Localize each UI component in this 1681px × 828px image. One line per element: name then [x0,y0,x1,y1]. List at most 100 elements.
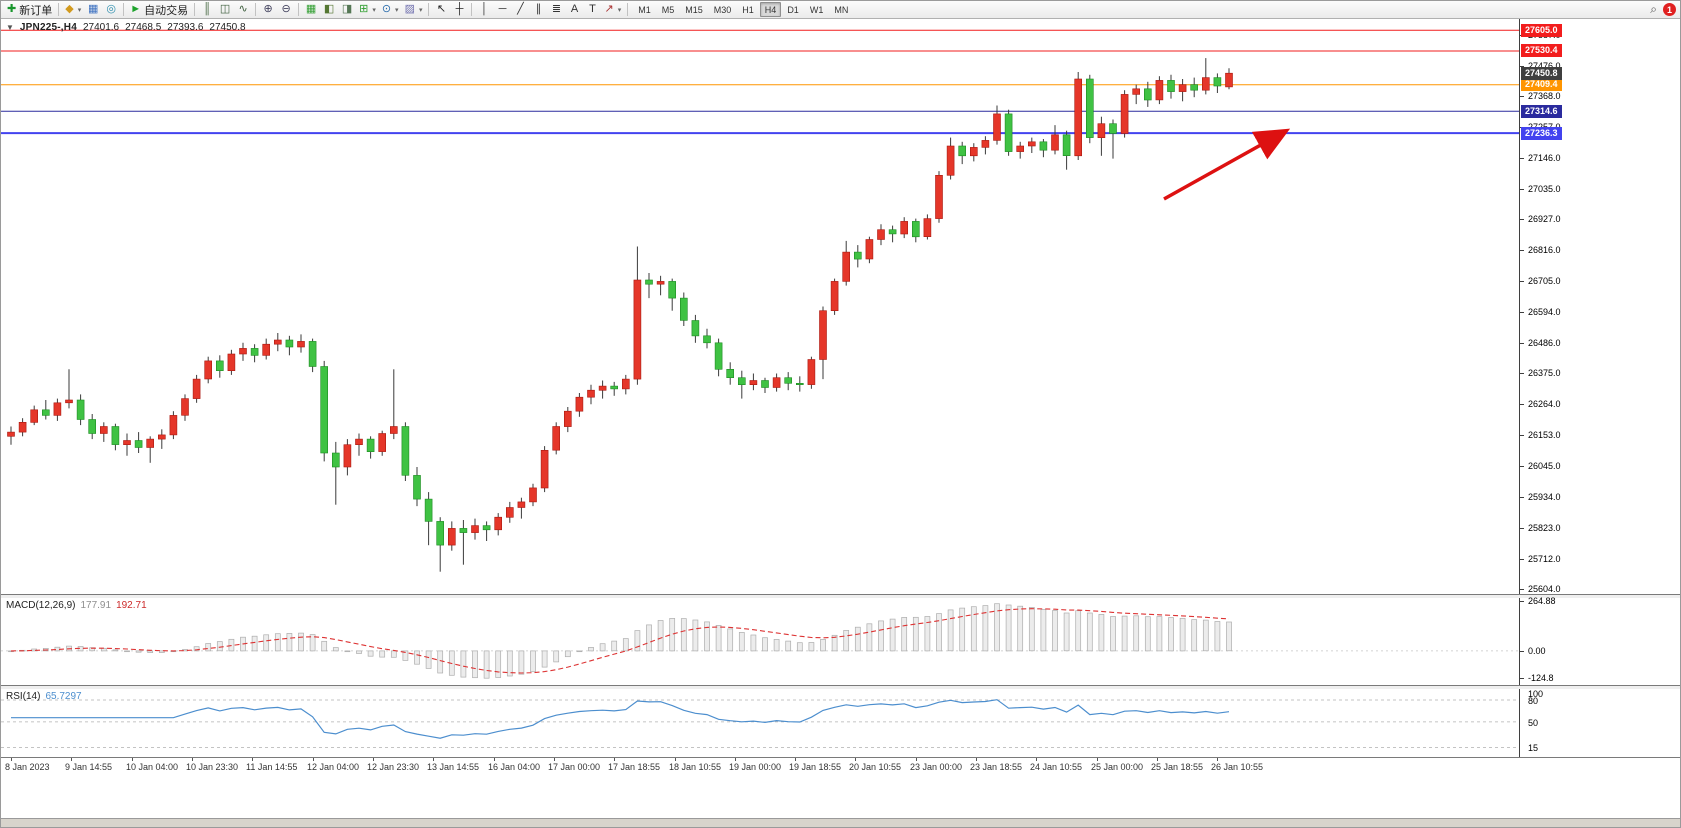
time-axis-tick [675,758,676,761]
time-axis-label: 19 Jan 00:00 [729,762,782,772]
market-watch-icon[interactable]: ▦ [84,2,102,18]
new-order-glyph: ✚ [7,3,17,15]
axis-tick [1520,651,1524,652]
new-chart-icon[interactable]: ⊞ ▾ [356,2,379,18]
axis-tick [1520,601,1524,602]
text-icon[interactable]: A [565,2,583,18]
line-chart-icon[interactable]: ∿ [234,2,252,18]
bar-chart-icon[interactable]: ║ [198,2,216,18]
toolbar-separator [471,3,473,16]
axis-tick [1520,559,1524,560]
timeframe-button-mn[interactable]: MN [834,4,849,15]
rsi-header: RSI(14) 65.7297 [6,691,82,702]
tile-windows-icon[interactable]: ▦ [302,2,320,18]
axis-tick [1520,219,1524,220]
horizontal-line-icon[interactable]: ─ [493,2,511,18]
vertical-line-icon[interactable]: │ [475,2,493,18]
period-menu-icon[interactable]: ⊙ ▾ [379,2,402,18]
chart-dropdown-icon[interactable]: ▼ [6,23,14,32]
macd-chart[interactable] [1,598,1519,685]
timeframe-button-h1[interactable]: H1 [742,4,754,15]
price-axis-label: 26927.0 [1528,214,1561,224]
time-axis-tick [494,758,495,761]
toolbar-separator [58,3,60,16]
new-order-button[interactable]: ✚ 新订单 [4,2,55,18]
timeframe-button-m1[interactable]: M1 [638,4,651,15]
price-axis-label: 26264.0 [1528,399,1561,409]
macd-main-value: 177.91 [80,600,112,611]
axis-tick [1520,343,1524,344]
templates-icon[interactable]: ▨ ▾ [402,2,426,18]
channel-icon[interactable]: ∥ [529,2,547,18]
time-axis-tick [795,758,796,761]
zoom-out-icon[interactable]: ⊖ [277,2,295,18]
timeframe-button-m30[interactable]: M30 [713,4,732,15]
macd-axis[interactable]: 264.88 0.00 -124.8 [1519,596,1680,685]
chart-symbol: JPN225-,H4 [19,22,77,33]
time-axis[interactable]: 8 Jan 2023 9 Jan 14:55 10 Jan 04:00 10 Jan … [1,758,1680,775]
timeframe-button-w1[interactable]: W1 [809,4,824,15]
timeframe-button-h4[interactable]: H4 [759,2,782,17]
vertical-line-icon-glyph: │ [481,3,488,15]
chart-close: 27450.8 [209,22,246,33]
fibonacci-icon[interactable]: ≣ [547,2,565,18]
axis-tick [1520,189,1524,190]
time-axis-label: 20 Jan 10:55 [849,762,902,772]
timeframe-button-m15[interactable]: M15 [685,4,703,15]
price-tag: 27236.3 [1521,127,1562,140]
chart-shift-icon[interactable]: ◨ [338,2,356,18]
autotrading-button-label: 自动交易 [144,4,189,17]
market-watch-icon-glyph: ▦ [88,3,99,15]
zoom-out-icon-glyph: ⊖ [281,3,291,15]
time-axis-tick [855,758,856,761]
arrange-windows-icon[interactable]: ◧ [320,2,338,18]
notification-badge[interactable]: 1 [1663,3,1676,16]
time-axis-label: 13 Jan 14:55 [427,762,480,772]
timeframe-button-m5[interactable]: M5 [661,4,675,15]
time-axis-tick [192,758,193,761]
toolbar-separator [255,3,257,16]
candlestick-chart[interactable] [1,19,1519,594]
price-axis-label: 27368.0 [1528,91,1561,101]
arrows-icon[interactable]: ↗ ▾ [601,2,624,18]
label-icon[interactable]: T [583,2,601,18]
window-background [1,775,1680,818]
panel-separator[interactable] [1,595,1680,598]
trendline-icon[interactable]: ╱ [511,2,529,18]
crosshair-icon[interactable]: ┼ [450,2,468,18]
search-icon[interactable]: ⌕ [1650,2,1657,16]
timeframe-group: M1 M5 M15 M30 H1 H4 D1 W1 MN [633,2,853,17]
cursor-icon[interactable]: ↖ [432,2,450,18]
time-axis-tick [916,758,917,761]
zoom-in-icon[interactable]: ⊕ [259,2,277,18]
period-menu-icon-glyph: ⊙ [381,3,392,15]
new-chart-icon-glyph: ⊞ [359,3,369,15]
time-axis-label: 23 Jan 18:55 [970,762,1023,772]
macd-axis-label: 264.88 [1528,596,1556,606]
toolbar-separator [428,3,430,16]
price-axis-label: 27035.0 [1528,184,1561,194]
dropdown-caret-icon: ▾ [77,6,82,14]
dropdown-caret-icon: ▾ [395,6,399,14]
autotrading-glyph: ► [130,3,142,15]
time-axis-label: 9 Jan 14:55 [65,762,113,772]
axis-tick [1520,678,1524,679]
navigator-icon[interactable]: ◎ [102,2,120,18]
candlestick-chart-icon[interactable]: ◫ [216,2,234,18]
panel-separator[interactable] [1,686,1680,689]
rsi-axis[interactable]: 100 80 50 15 [1519,689,1680,757]
charts-menu-icon[interactable]: ◆ ▾ [62,2,84,18]
price-axis-label: 26045.0 [1528,461,1561,471]
time-axis-label: 12 Jan 23:30 [367,762,420,772]
fibonacci-icon-glyph: ≣ [551,3,562,15]
axis-tick [1520,250,1524,251]
main-chart-panel: ▼ JPN225-,H4 27401.6 27468.5 27393.6 274… [1,19,1680,595]
time-axis-tick [1217,758,1218,761]
time-axis-tick [1097,758,1098,761]
time-axis-label: 11 Jan 14:55 [246,762,298,772]
rsi-chart[interactable] [1,689,1519,757]
label-icon-glyph: T [589,3,596,15]
autotrading-button[interactable]: ► 自动交易 [127,2,191,18]
price-axis[interactable]: 27587.027476.027368.027257.027146.027035… [1519,19,1680,594]
timeframe-button-d1[interactable]: D1 [787,4,799,15]
